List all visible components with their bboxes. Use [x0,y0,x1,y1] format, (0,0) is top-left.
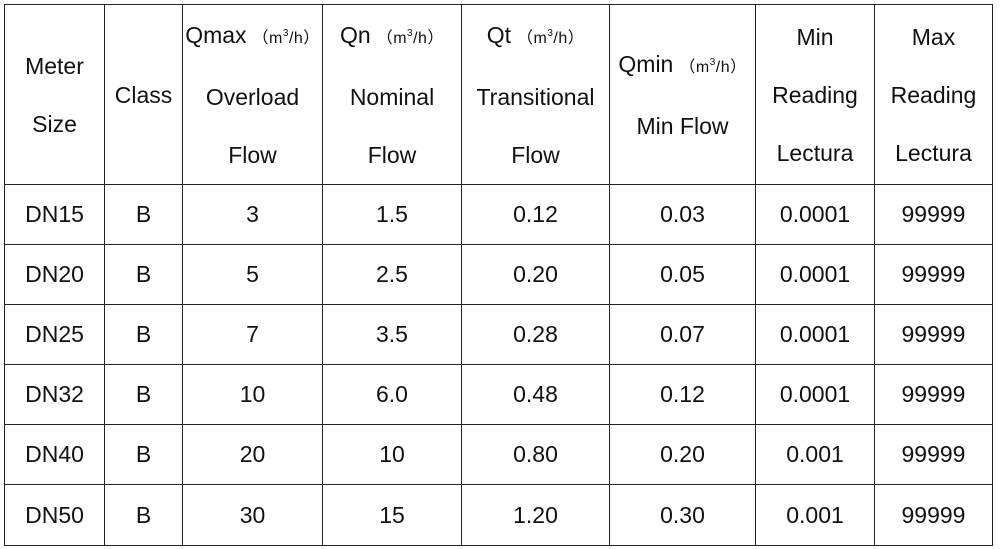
cell-qt: 0.12 [461,184,610,245]
cell-qn: 10 [322,424,462,485]
cell-qt: 0.48 [461,364,610,425]
flow-symbol: Qmin [618,51,674,77]
flow-symbol: Qmax [185,22,247,48]
header-text: Flow [228,142,277,168]
cell-min-reading: 0.0001 [755,244,875,305]
header-text: Flow [367,142,417,168]
header-text: Reading [890,81,977,108]
cell-meter-size: DN50 [4,484,105,546]
cell-min-reading: 0.0001 [755,304,875,365]
header-text: Nominal [349,84,435,110]
flow-unit: （m3/h） [679,57,747,76]
header-text: Transitional [476,84,595,110]
cell-max-reading: 99999 [874,364,993,425]
header-text: Overload [205,84,300,110]
cell-qmax: 3 [182,184,323,245]
header-text: Reading [772,81,858,108]
cell-max-reading: 99999 [874,424,993,485]
table-row: DN40 B 20 10 0.80 0.20 0.001 99999 [4,424,993,485]
header-meter-size: Meter Size [4,4,105,185]
cell-qmin: 0.07 [609,304,756,365]
header-qmax: Qmax （m3/h） Overload Flow [182,4,323,185]
cell-qmax: 30 [182,484,323,546]
cell-qn: 2.5 [322,244,462,305]
cell-max-reading: 99999 [874,304,993,365]
header-text: Flow [511,142,560,168]
header-title: Qn （m3/h） [323,5,461,68]
header-row: Meter Size Class Qmax （m3/h） Overload Flo… [4,4,993,185]
cell-qmin: 0.05 [609,244,756,305]
flow-unit: （m3/h） [517,28,585,47]
flow-unit: （m3/h） [252,28,320,47]
header-title: Qmax （m3/h） [183,5,322,68]
header-title: Qt （m3/h） [462,5,609,68]
flow-symbol: Qn [340,22,371,48]
cell-min-reading: 0.0001 [755,184,875,245]
header-qmin: Qmin （m3/h） Min Flow [609,4,756,185]
cell-qt: 0.28 [461,304,610,365]
header-qt: Qt （m3/h） Transitional Flow [461,4,610,185]
cell-meter-size: DN32 [4,364,105,425]
cell-qn: 15 [322,484,462,546]
cell-meter-size: DN15 [4,184,105,245]
header-text: Min Flow [636,113,729,139]
table-row: DN50 B 30 15 1.20 0.30 0.001 99999 [4,484,993,546]
cell-class: B [104,364,183,425]
cell-meter-size: DN40 [4,424,105,485]
header-title: Qmin （m3/h） [610,34,755,97]
cell-class: B [104,304,183,365]
cell-qn: 3.5 [322,304,462,365]
cell-qmin: 0.12 [609,364,756,425]
table-row: DN15 B 3 1.5 0.12 0.03 0.0001 99999 [4,184,993,245]
flow-unit: （m3/h） [376,28,444,47]
flow-symbol: Qt [486,22,511,48]
header-qn: Qn （m3/h） Nominal Flow [322,4,462,185]
cell-qn: 6.0 [322,364,462,425]
cell-qt: 1.20 [461,484,610,546]
cell-class: B [104,424,183,485]
cell-min-reading: 0.0001 [755,364,875,425]
cell-qn: 1.5 [322,184,462,245]
header-text: Size [32,110,77,137]
cell-qmin: 0.03 [609,184,756,245]
cell-qmin: 0.20 [609,424,756,485]
header-text: Min [796,23,834,50]
header-max-reading: Max Reading Lectura [874,4,993,185]
cell-class: B [104,184,183,245]
table-row: DN25 B 7 3.5 0.28 0.07 0.0001 99999 [4,304,993,365]
cell-meter-size: DN20 [4,244,105,305]
header-text: Class [114,81,173,108]
cell-max-reading: 99999 [874,184,993,245]
cell-class: B [104,484,183,546]
cell-qmax: 7 [182,304,323,365]
header-text: Max [911,23,956,50]
meter-spec-table: Meter Size Class Qmax （m3/h） Overload Flo… [4,4,993,546]
header-min-reading: Min Reading Lectura [755,4,875,185]
header-text: Meter [25,52,84,79]
cell-max-reading: 99999 [874,244,993,305]
cell-qmax: 10 [182,364,323,425]
cell-qt: 0.20 [461,244,610,305]
table-row: DN32 B 10 6.0 0.48 0.12 0.0001 99999 [4,364,993,425]
table-row: DN20 B 5 2.5 0.20 0.05 0.0001 99999 [4,244,993,305]
cell-min-reading: 0.001 [755,484,875,546]
header-text: Lectura [895,139,972,166]
cell-qmin: 0.30 [609,484,756,546]
cell-max-reading: 99999 [874,484,993,546]
cell-qt: 0.80 [461,424,610,485]
cell-qmax: 20 [182,424,323,485]
cell-qmax: 5 [182,244,323,305]
cell-min-reading: 0.001 [755,424,875,485]
cell-meter-size: DN25 [4,304,105,365]
header-class: Class [104,4,183,185]
header-text: Lectura [776,139,854,166]
cell-class: B [104,244,183,305]
